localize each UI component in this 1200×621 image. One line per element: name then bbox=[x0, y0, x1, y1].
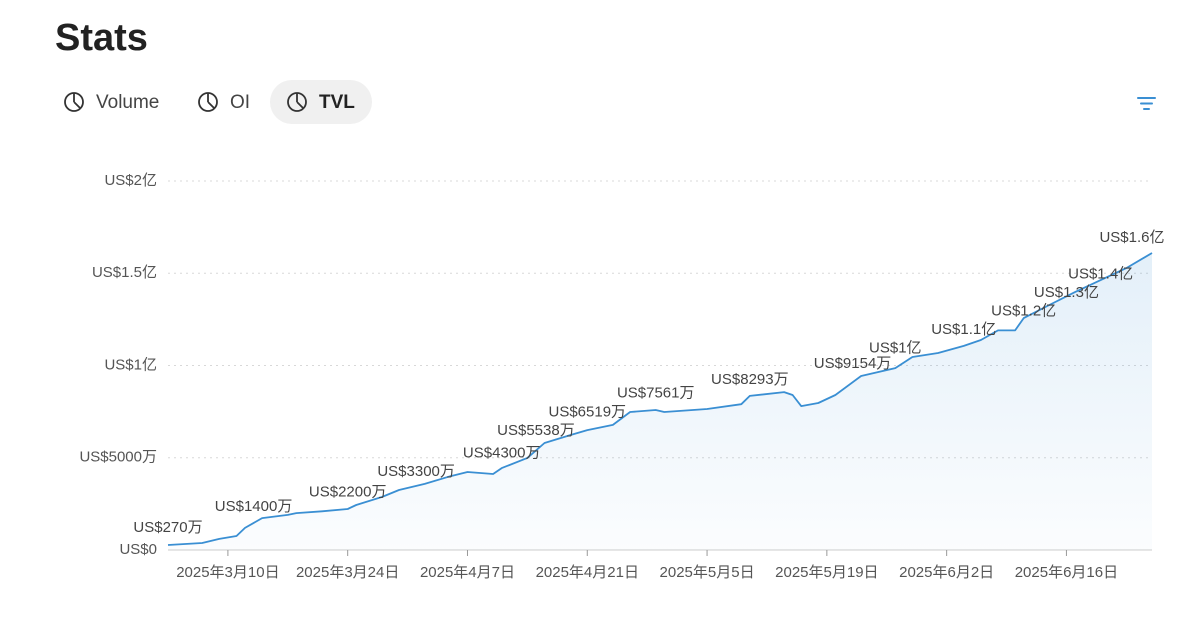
data-label: US$8293万 bbox=[711, 371, 789, 388]
data-label: US$7561万 bbox=[617, 384, 695, 401]
tab-background[interactable] bbox=[270, 80, 372, 124]
x-tick-label: 2025年4月21日 bbox=[536, 564, 639, 581]
tab-bar: Volume OI TVL bbox=[52, 80, 372, 124]
y-tick-label: US$5000万 bbox=[79, 449, 157, 466]
y-tick-label: US$1.5亿 bbox=[92, 264, 157, 281]
tab-icon bbox=[73, 93, 82, 110]
tab-label[interactable]: TVL bbox=[319, 92, 355, 113]
data-label: US$3300万 bbox=[377, 463, 455, 480]
data-label: US$1.3亿 bbox=[1034, 284, 1099, 301]
tab-icon bbox=[207, 93, 216, 110]
tab[interactable]: OI bbox=[186, 80, 256, 124]
y-tick-label: US$1亿 bbox=[104, 356, 157, 373]
data-label: US$1亿 bbox=[869, 339, 922, 356]
chart: US$0 US$5000万 US$1亿 US$1.5亿 US$2亿 2025年3月10日 2… bbox=[79, 172, 1164, 581]
x-tick-label: 2025年4月7日 bbox=[420, 564, 515, 581]
data-label: US$4300万 bbox=[463, 445, 541, 462]
data-label: US$270万 bbox=[133, 519, 202, 536]
page-title: Stats bbox=[55, 17, 148, 59]
data-label: US$1400万 bbox=[215, 498, 293, 515]
data-label: US$9154万 bbox=[814, 355, 892, 372]
tab-icon bbox=[296, 93, 305, 110]
tab-label[interactable]: Volume bbox=[96, 92, 159, 113]
data-label: US$1.1亿 bbox=[931, 321, 996, 338]
x-tick-label: 2025年6月16日 bbox=[1015, 564, 1118, 581]
y-tick-label: US$0 bbox=[119, 541, 157, 558]
data-label: US$1.4亿 bbox=[1068, 266, 1133, 283]
tab-label[interactable]: OI bbox=[230, 92, 250, 113]
data-label: US$6519万 bbox=[548, 404, 626, 421]
data-label: US$1.6亿 bbox=[1099, 229, 1164, 246]
y-tick-label: US$2亿 bbox=[104, 172, 157, 189]
data-label: US$5538万 bbox=[497, 422, 575, 439]
line bbox=[167, 252, 1153, 546]
filter-button[interactable] bbox=[1132, 90, 1160, 118]
x-tick-label: 2025年6月2日 bbox=[899, 564, 994, 581]
data-label: US$1.2亿 bbox=[991, 303, 1056, 320]
x-tick-label: 2025年5月5日 bbox=[660, 564, 755, 581]
x-tick-label: 2025年3月24日 bbox=[296, 564, 399, 581]
area bbox=[168, 253, 1152, 550]
data-label: US$2200万 bbox=[309, 483, 387, 500]
x-tick-label: 2025年5月19日 bbox=[775, 564, 878, 581]
tab[interactable]: Volume bbox=[52, 80, 168, 124]
x-tick-label: 2025年3月10日 bbox=[176, 564, 279, 581]
tab[interactable]: TVL bbox=[270, 80, 372, 124]
